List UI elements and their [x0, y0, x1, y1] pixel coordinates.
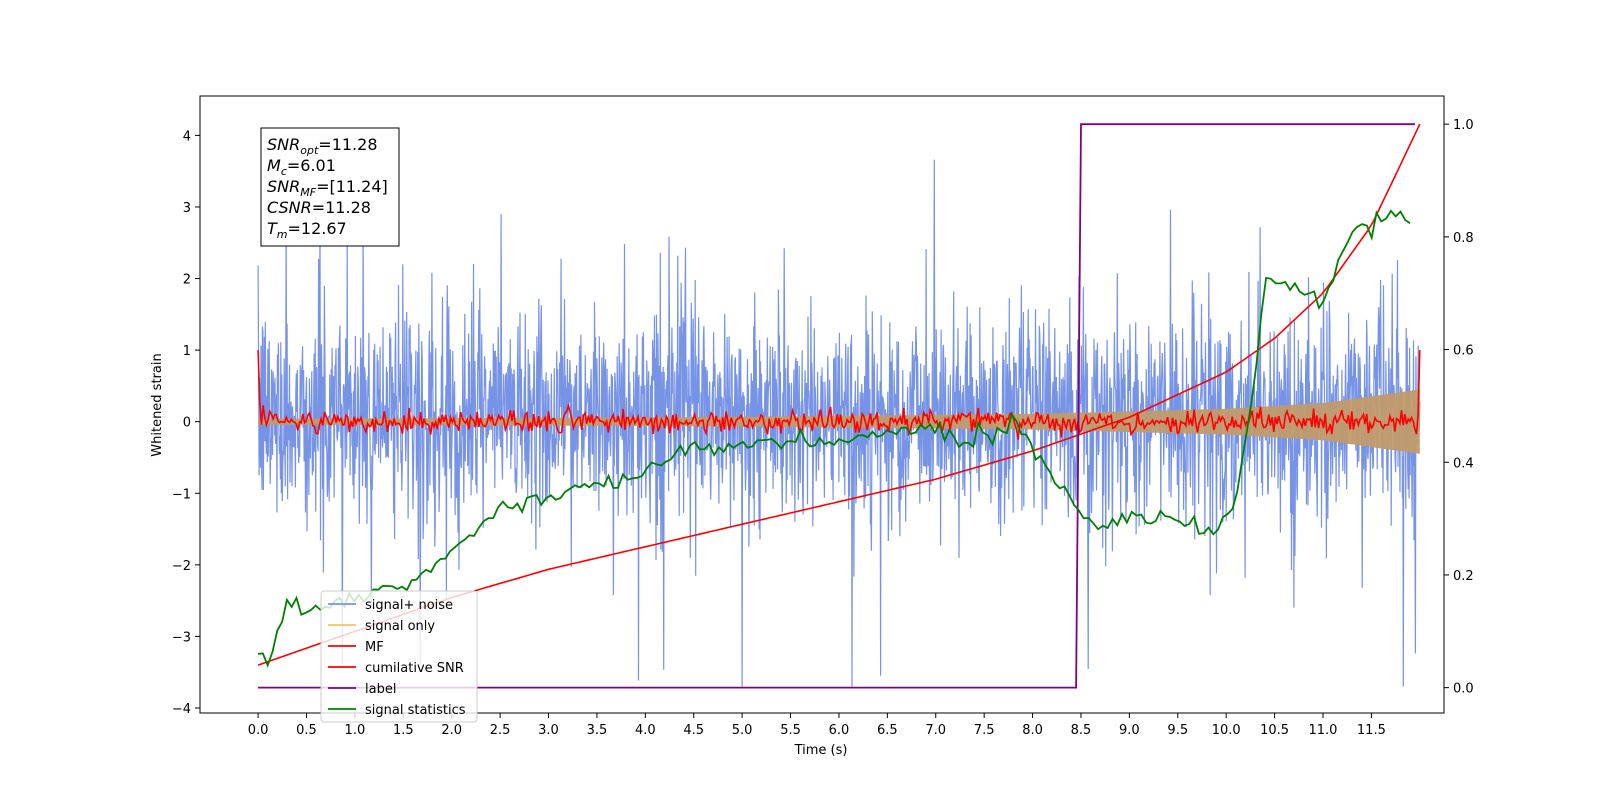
x-tick-label: 0.0 — [248, 723, 269, 738]
info-symbol: CSNR — [267, 198, 312, 217]
legend: signal+ noise signal only MF cumilative SNR… — [320, 590, 478, 723]
info-line: SNRMF=[11.24] — [267, 177, 388, 199]
info-symbol: M — [267, 156, 281, 175]
x-tick-label: 8.0 — [1022, 723, 1043, 738]
info-value: =12.67 — [288, 219, 347, 238]
y-left-tick-label: −1 — [172, 487, 191, 502]
y-right-tick-label: 0.4 — [1453, 456, 1474, 471]
legend-label: cumilative SNR — [365, 661, 464, 676]
y-axis-title: Whitened strain — [150, 353, 165, 456]
legend-label: MF — [365, 640, 384, 655]
series-signal-statistics — [258, 209, 1411, 668]
x-tick-label: 5.0 — [732, 723, 753, 738]
series-mf — [257, 350, 1421, 440]
legend-label: label — [365, 682, 396, 697]
y-left-tick-label: 0 — [183, 416, 191, 431]
info-subscript: MF — [300, 186, 316, 199]
info-subscript: c — [281, 165, 287, 178]
info-symbol: SNR — [267, 135, 300, 154]
x-tick-label: 9.0 — [1119, 723, 1140, 738]
x-tick-label: 11.0 — [1309, 723, 1338, 738]
y-axis-right: 1.0 0.8 0.6 0.4 0.2 0.0 — [1444, 118, 1474, 697]
info-value: =6.01 — [287, 156, 336, 175]
plot-frame — [199, 95, 1445, 714]
info-line: Mc=6.01 — [267, 156, 336, 178]
x-tick-label: 0.5 — [296, 723, 317, 738]
y-right-tick-label: 0.0 — [1453, 682, 1474, 697]
x-tick-label: 4.5 — [683, 723, 704, 738]
x-tick-label: 2.5 — [490, 723, 511, 738]
legend-label: signal statistics — [365, 703, 466, 718]
x-tick-label: 10.5 — [1260, 723, 1289, 738]
y-left-tick-label: 1 — [183, 344, 191, 359]
y-right-tick-label: 0.2 — [1453, 569, 1474, 584]
x-tick-label: 1.0 — [345, 723, 366, 738]
x-tick-label: 1.5 — [393, 723, 414, 738]
x-tick-label: 6.5 — [877, 723, 898, 738]
y-right-tick-label: 0.8 — [1453, 231, 1474, 246]
info-box: SNRopt=11.28Mc=6.01SNRMF=[11.24]CSNR=11.… — [260, 127, 400, 247]
y-left-tick-label: −4 — [172, 702, 191, 717]
legend-label: signal only — [365, 619, 435, 634]
x-axis: 0.0 0.5 1.0 1.5 2.0 2.5 3.0 3.5 4.0 4.5 5.0 5.5 6.0 6… — [248, 713, 1386, 738]
info-value: =[11.24] — [316, 177, 388, 196]
y-left-tick-label: −3 — [172, 630, 191, 645]
y-axis-left: 4 3 2 1 0 −1 −2 −3 −4 — [172, 129, 200, 717]
x-tick-label: 4.0 — [635, 723, 656, 738]
info-line: Tm=12.67 — [267, 219, 347, 241]
info-value: =11.28 — [312, 198, 371, 217]
info-line: SNRopt=11.28 — [267, 135, 378, 157]
x-tick-label: 5.5 — [780, 723, 801, 738]
info-line: CSNR=11.28 — [267, 198, 371, 217]
x-tick-label: 2.0 — [441, 723, 462, 738]
x-tick-label: 3.0 — [538, 723, 559, 738]
series-label — [258, 123, 1415, 689]
y-left-tick-label: −2 — [172, 559, 191, 574]
y-right-tick-label: 0.6 — [1453, 344, 1474, 359]
series-signal-noise — [257, 159, 1421, 687]
y-left-tick-label: 2 — [183, 273, 191, 288]
y-right-tick-label: 1.0 — [1453, 118, 1474, 133]
legend-frame — [320, 590, 478, 723]
info-symbol: SNR — [267, 177, 300, 196]
info-box-frame — [260, 127, 400, 247]
x-tick-label: 8.5 — [1071, 723, 1092, 738]
x-tick-label: 7.5 — [974, 723, 995, 738]
y-left-tick-label: 4 — [183, 129, 191, 144]
x-tick-label: 11.5 — [1357, 723, 1386, 738]
x-tick-label: 7.0 — [925, 723, 946, 738]
x-tick-label: 3.5 — [587, 723, 608, 738]
x-axis-title: Time (s) — [794, 743, 848, 758]
x-tick-label: 9.5 — [1167, 723, 1188, 738]
info-subscript: m — [277, 228, 288, 241]
legend-label: signal+ noise — [365, 598, 453, 613]
x-tick-label: 10.0 — [1212, 723, 1241, 738]
info-value: =11.28 — [318, 135, 377, 154]
y-left-tick-label: 3 — [183, 201, 191, 216]
info-symbol: T — [267, 219, 278, 238]
info-subscript: opt — [300, 144, 319, 157]
x-tick-label: 6.0 — [829, 723, 850, 738]
